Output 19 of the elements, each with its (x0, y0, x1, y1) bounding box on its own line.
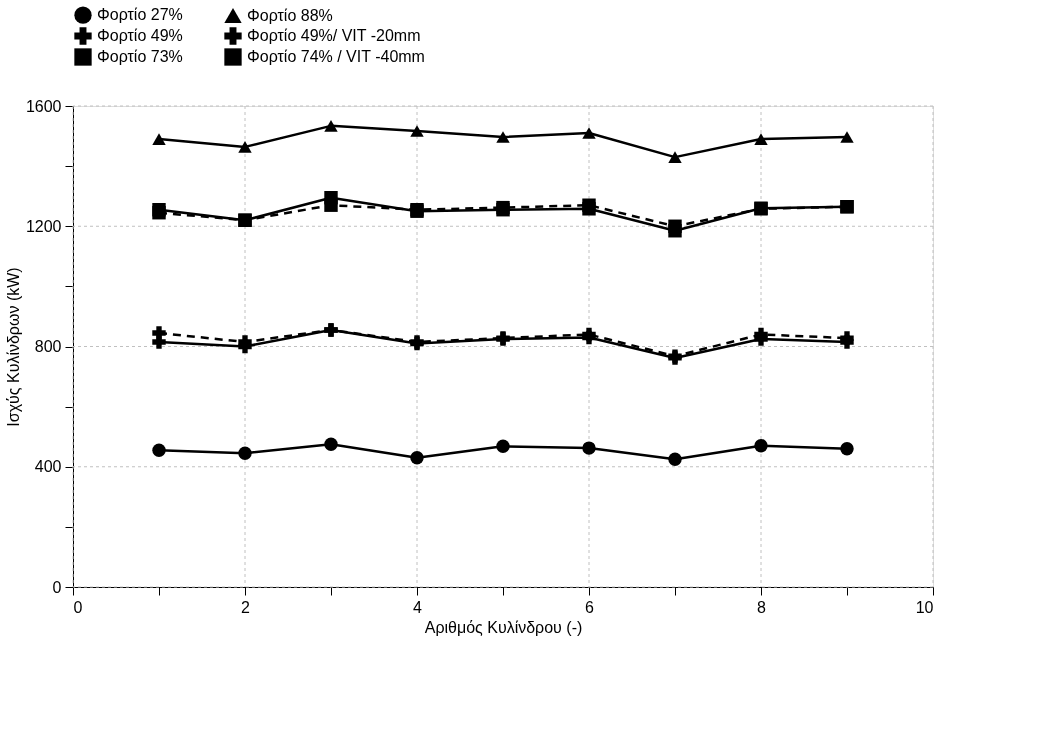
x-axis-title: Αριθμός Κυλίνδρου (-) (424, 618, 583, 636)
legend-label: Φορτίο 88% (247, 6, 333, 24)
legend-label: Φορτίο 27% (97, 6, 183, 24)
x-tick-label: 4 (413, 598, 423, 616)
y-tick-label: 800 (34, 338, 62, 355)
x-tick-label: 2 (241, 598, 251, 616)
y-tick-label: 400 (34, 458, 62, 476)
x-tick-label: 6 (585, 598, 595, 616)
legend-label: Φορτίο 74% / VIT -40mm (247, 48, 425, 65)
legend-label: Φορτίο 49%/ VIT -20mm (247, 27, 421, 44)
y-tick-label: 1600 (25, 97, 62, 115)
y-tick-label: 1200 (25, 217, 62, 235)
y-axis-title: Ισχύς Κυλίνδρων (kW) (4, 267, 22, 427)
legend-label: Φορτίο 49% (97, 27, 183, 44)
x-tick-label: 0 (73, 598, 83, 616)
x-tick-label: 8 (757, 598, 767, 616)
x-tick-label: 10 (915, 598, 934, 616)
y-tick-label: 0 (52, 578, 62, 596)
legend-label: Φορτίο 73% (97, 48, 183, 65)
